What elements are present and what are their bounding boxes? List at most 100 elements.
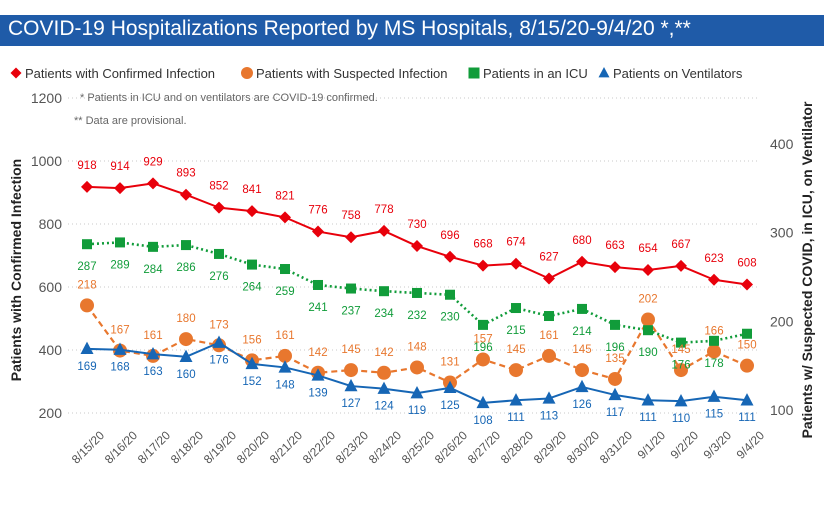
- point-patients-on-ventilators-8-20-20: [245, 356, 259, 370]
- point-patients-on-ventilators-8-28-20: [509, 393, 523, 406]
- point-patients-with-confirmed-infection-8-28-20: [510, 257, 522, 270]
- x-tick-label-8-27-20: 8/27/20: [465, 428, 503, 466]
- data-label-patients-with-confirmed-infection-8-20-20: 841: [242, 184, 261, 196]
- point-patients-on-ventilators-8-16-20: [113, 342, 127, 355]
- data-label-patients-on-ventilators-8-26-20: 125: [440, 400, 459, 412]
- point-patients-with-confirmed-infection-8-18-20: [180, 188, 192, 201]
- data-label-patients-on-ventilators-8-24-20: 124: [374, 401, 394, 413]
- data-label-patients-with-suspected-infection-8-31-20: 135: [605, 353, 624, 365]
- y-axis-left-label: Patients with Confirmed Infection: [8, 159, 24, 381]
- point-patients-on-ventilators-8-15-20: [80, 341, 94, 355]
- data-label-patients-on-ventilators-8-16-20: 168: [110, 362, 129, 374]
- legend-marker-patients-with-suspected-infection: [241, 67, 253, 79]
- x-tick-label-8-21-20: 8/21/20: [267, 428, 305, 466]
- data-label-patients-with-confirmed-infection-8-16-20: 914: [110, 161, 130, 173]
- legend: Patients with Confirmed Infection Patient…: [10, 66, 743, 81]
- x-tick-label-8-18-20: 8/18/20: [168, 428, 206, 466]
- point-patients-with-suspected-infection-9-4-20: [740, 358, 754, 373]
- data-label-patients-in-an-icu-8-27-20: 196: [473, 342, 492, 354]
- data-label-patients-with-confirmed-infection-9-1-20: 654: [638, 243, 658, 255]
- chart-title: COVID-19 Hospitalizations Reported by MS…: [8, 17, 691, 40]
- y-tick-label-400: 400: [39, 342, 63, 358]
- data-label-patients-in-an-icu-9-2-20: 176: [671, 360, 690, 372]
- x-tick-label-8-31-20: 8/31/20: [597, 428, 635, 466]
- point-patients-on-ventilators-8-30-20: [575, 379, 589, 393]
- data-label-patients-in-an-icu-8-22-20: 241: [308, 302, 327, 314]
- data-label-patients-with-suspected-infection-9-4-20: 150: [737, 340, 756, 352]
- legend-marker-patients-with-confirmed-infection: [10, 67, 22, 79]
- data-label-patients-with-suspected-infection-8-18-20: 180: [176, 313, 195, 325]
- data-label-patients-on-ventilators-8-23-20: 127: [341, 398, 360, 410]
- data-label-patients-with-suspected-infection-8-27-20: 157: [473, 333, 492, 345]
- data-label-patients-in-an-icu-8-31-20: 196: [605, 342, 624, 354]
- point-patients-on-ventilators-8-27-20: [476, 395, 490, 409]
- point-patients-with-suspected-infection-8-24-20: [377, 365, 391, 380]
- x-tick-label-8-16-20: 8/16/20: [102, 428, 140, 466]
- point-patients-on-ventilators-8-21-20: [278, 360, 292, 373]
- point-patients-on-ventilators-8-29-20: [542, 391, 556, 404]
- x-tick-label-8-28-20: 8/28/20: [498, 428, 536, 466]
- point-patients-with-suspected-infection-9-3-20: [707, 344, 721, 359]
- y-tick-label-600: 600: [39, 279, 63, 295]
- data-label-patients-with-confirmed-infection-8-22-20: 776: [308, 205, 327, 217]
- data-label-patients-on-ventilators-8-27-20: 108: [473, 415, 492, 427]
- data-label-patients-with-suspected-infection-8-15-20: 218: [77, 279, 96, 291]
- data-label-patients-with-suspected-infection-8-17-20: 161: [143, 330, 162, 342]
- data-label-patients-with-confirmed-infection-8-25-20: 730: [407, 219, 426, 231]
- data-label-patients-with-confirmed-infection-9-4-20: 608: [737, 257, 756, 269]
- point-patients-with-confirmed-infection-9-1-20: [642, 263, 654, 276]
- data-label-patients-in-an-icu-8-17-20: 284: [143, 264, 163, 276]
- data-label-patients-with-suspected-infection-8-23-20: 145: [341, 344, 360, 356]
- data-label-patients-in-an-icu-8-20-20: 264: [242, 282, 262, 294]
- y-axis-right: 100 200 300 400: [770, 136, 794, 418]
- point-patients-with-confirmed-infection-8-24-20: [378, 224, 390, 237]
- point-patients-in-an-icu-8-25-20: [412, 287, 422, 298]
- point-patients-with-suspected-infection-8-28-20: [509, 363, 523, 378]
- data-label-patients-with-confirmed-infection-8-15-20: 918: [77, 160, 96, 172]
- point-patients-in-an-icu-9-1-20: [643, 325, 653, 336]
- data-label-patients-with-confirmed-infection-8-28-20: 674: [506, 237, 526, 249]
- point-patients-on-ventilators-8-31-20: [608, 387, 622, 401]
- x-tick-label-8-23-20: 8/23/20: [333, 428, 371, 466]
- legend-label-patients-with-confirmed-infection: Patients with Confirmed Infection: [25, 66, 215, 81]
- point-patients-on-ventilators-9-4-20: [740, 393, 754, 406]
- y2-tick-label-400: 400: [770, 136, 794, 152]
- data-label-patients-on-ventilators-8-20-20: 152: [242, 376, 261, 388]
- title-band: [0, 15, 824, 46]
- x-tick-label-9-1-20: 9/1/20: [635, 428, 669, 462]
- point-patients-with-confirmed-infection-8-30-20: [576, 255, 588, 268]
- series-layer: 918 914 929 893 852 841 821 776 758 778 730 696 668 6…: [77, 156, 756, 427]
- data-label-patients-with-suspected-infection-9-1-20: 202: [638, 294, 657, 306]
- y-axis-left: 200 400 600 800 1000 1200: [31, 90, 62, 421]
- point-patients-with-confirmed-infection-8-15-20: [81, 180, 93, 193]
- x-tick-label-8-24-20: 8/24/20: [366, 428, 404, 466]
- data-label-patients-on-ventilators-9-2-20: 110: [672, 413, 690, 425]
- data-label-patients-on-ventilators-8-17-20: 163: [143, 366, 162, 378]
- data-label-patients-with-suspected-infection-8-19-20: 173: [209, 319, 228, 331]
- point-patients-on-ventilators-8-17-20: [146, 346, 160, 360]
- data-label-patients-with-suspected-infection-8-21-20: 161: [275, 330, 294, 342]
- legend-label-patients-with-suspected-infection: Patients with Suspected Infection: [256, 66, 448, 81]
- y-tick-label-200: 200: [39, 405, 63, 421]
- point-patients-in-an-icu-8-26-20: [445, 289, 455, 300]
- point-patients-with-confirmed-infection-8-27-20: [477, 259, 489, 272]
- point-patients-with-confirmed-infection-8-19-20: [213, 201, 225, 214]
- point-patients-in-an-icu-8-31-20: [610, 319, 620, 330]
- data-label-patients-with-suspected-infection-8-26-20: 131: [440, 357, 459, 369]
- data-label-patients-on-ventilators-8-15-20: 169: [77, 361, 96, 373]
- data-label-patients-with-confirmed-infection-9-2-20: 667: [671, 239, 690, 251]
- data-label-patients-with-confirmed-infection-8-23-20: 758: [341, 210, 360, 222]
- data-label-patients-in-an-icu-8-21-20: 259: [275, 286, 294, 298]
- point-patients-on-ventilators-8-19-20: [212, 335, 226, 348]
- data-label-patients-with-confirmed-infection-8-31-20: 663: [605, 240, 624, 252]
- data-label-patients-in-an-icu-8-25-20: 232: [407, 310, 426, 322]
- data-label-patients-with-confirmed-infection-8-19-20: 852: [209, 181, 228, 193]
- footnote-icu-ventilators: * Patients in ICU and on ventilators are…: [80, 92, 378, 104]
- point-patients-with-confirmed-infection-8-26-20: [444, 250, 456, 263]
- point-patients-with-confirmed-infection-8-22-20: [312, 225, 324, 238]
- x-tick-label-9-4-20: 9/4/20: [734, 428, 768, 462]
- x-tick-label-8-17-20: 8/17/20: [135, 428, 173, 466]
- point-patients-in-an-icu-8-29-20: [544, 311, 554, 322]
- data-label-patients-in-an-icu-8-28-20: 215: [506, 325, 525, 337]
